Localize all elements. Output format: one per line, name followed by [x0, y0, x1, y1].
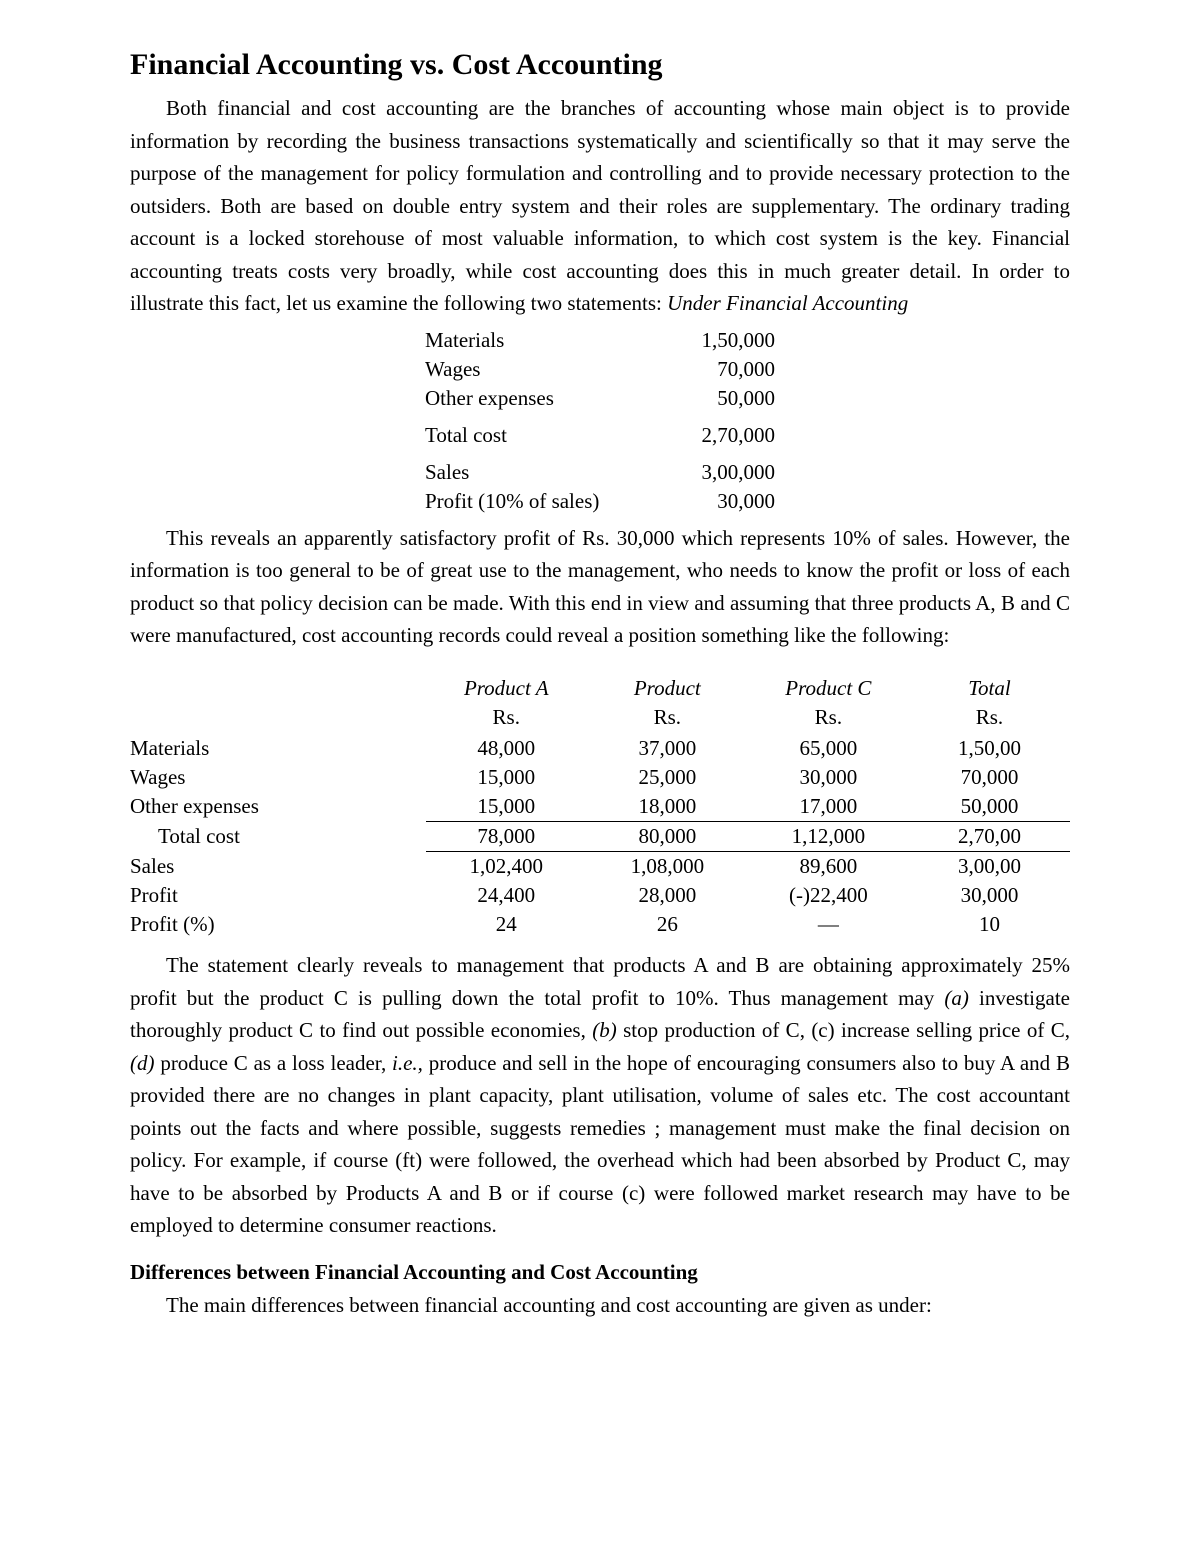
product-row-other: Other expenses 15,000 18,000 17,000 50,0… — [130, 792, 1070, 822]
product-cell: 50,000 — [909, 792, 1070, 822]
fin-row-wages: Wages 70,000 — [425, 355, 775, 384]
product-header: Product A — [426, 674, 587, 703]
product-cell: 10 — [909, 910, 1070, 939]
para3-text: produce and sell in the hope of encourag… — [130, 1051, 1070, 1238]
product-row-pct: Profit (%) 24 26 — 10 — [130, 910, 1070, 939]
fin-row-materials: Materials 1,50,000 — [425, 326, 775, 355]
product-cell: 1,08,000 — [587, 852, 748, 882]
product-header: Total — [909, 674, 1070, 703]
analysis-paragraph: The statement clearly reveals to managem… — [130, 949, 1070, 1242]
fin-row-sales: Sales 3,00,000 — [425, 450, 775, 487]
product-header: Product C — [748, 674, 909, 703]
intro-paragraph: Both financial and cost accounting are t… — [130, 92, 1070, 320]
intro-italic: Under Financial Accounting — [667, 291, 908, 315]
product-subheader-row: Rs. Rs. Rs. Rs. — [130, 703, 1070, 734]
product-cell: 2,70,00 — [909, 822, 1070, 852]
fin-label: Materials — [425, 326, 655, 355]
product-table: Product A Product Product C Total Rs. Rs… — [130, 674, 1070, 939]
product-cell: 24,400 — [426, 881, 587, 910]
fin-value: 2,70,000 — [655, 413, 775, 450]
product-cell: 26 — [587, 910, 748, 939]
middle-paragraph: This reveals an apparently satisfactory … — [130, 522, 1070, 652]
product-subheader: Rs. — [909, 703, 1070, 734]
fin-label: Total cost — [425, 413, 655, 450]
product-rowlabel: Other expenses — [130, 792, 426, 822]
product-row-materials: Materials 48,000 37,000 65,000 1,50,00 — [130, 734, 1070, 763]
para3-italic: i.e., — [392, 1051, 423, 1075]
product-rowlabel: Profit (%) — [130, 910, 426, 939]
product-rowlabel: Profit — [130, 881, 426, 910]
fin-label: Profit (10% of sales) — [425, 487, 655, 516]
fin-row-profit: Profit (10% of sales) 30,000 — [425, 487, 775, 516]
product-header: Product — [587, 674, 748, 703]
para3-text: produce C as a loss leader, — [155, 1051, 393, 1075]
fin-value: 3,00,000 — [655, 450, 775, 487]
para3-italic: (b) — [592, 1018, 617, 1042]
product-cell: 1,50,00 — [909, 734, 1070, 763]
fin-row-other: Other expenses 50,000 — [425, 384, 775, 413]
product-header-row: Product A Product Product C Total — [130, 674, 1070, 703]
para3-italic: (d) — [130, 1051, 155, 1075]
fin-value: 50,000 — [655, 384, 775, 413]
product-cell: 1,02,400 — [426, 852, 587, 882]
product-header-blank — [130, 674, 426, 703]
para3-italic: (a) — [944, 986, 969, 1010]
product-rowlabel: Sales — [130, 852, 426, 882]
closing-paragraph: The main differences between financial a… — [130, 1289, 1070, 1322]
fin-label: Other expenses — [425, 384, 655, 413]
product-cell: (-)22,400 — [748, 881, 909, 910]
product-subheader: Rs. — [426, 703, 587, 734]
product-cell: — — [748, 910, 909, 939]
product-cell: 18,000 — [587, 792, 748, 822]
product-cell: 78,000 — [426, 822, 587, 852]
product-cell: 1,12,000 — [748, 822, 909, 852]
document-page: Financial Accounting vs. Cost Accounting… — [0, 0, 1200, 1553]
product-row-sales: Sales 1,02,400 1,08,000 89,600 3,00,00 — [130, 852, 1070, 882]
product-cell: 80,000 — [587, 822, 748, 852]
product-cell: 28,000 — [587, 881, 748, 910]
product-subheader: Rs. — [587, 703, 748, 734]
product-cell: 70,000 — [909, 763, 1070, 792]
product-subheader: Rs. — [748, 703, 909, 734]
product-cell: 30,000 — [748, 763, 909, 792]
product-cell: 3,00,00 — [909, 852, 1070, 882]
product-cell: 37,000 — [587, 734, 748, 763]
subheading: Differences between Financial Accounting… — [130, 1260, 1070, 1285]
fin-value: 1,50,000 — [655, 326, 775, 355]
product-cell: 65,000 — [748, 734, 909, 763]
product-cell: 17,000 — [748, 792, 909, 822]
para3-text: stop production of C, (c) increase selli… — [617, 1018, 1070, 1042]
fin-label: Wages — [425, 355, 655, 384]
product-cell: 15,000 — [426, 792, 587, 822]
product-cell: 89,600 — [748, 852, 909, 882]
fin-value: 30,000 — [655, 487, 775, 516]
product-cell: 24 — [426, 910, 587, 939]
product-row-profit: Profit 24,400 28,000 (-)22,400 30,000 — [130, 881, 1070, 910]
product-cell: 30,000 — [909, 881, 1070, 910]
product-row-wages: Wages 15,000 25,000 30,000 70,000 — [130, 763, 1070, 792]
para3-text: The statement clearly reveals to managem… — [130, 953, 1070, 1010]
product-rowlabel: Wages — [130, 763, 426, 792]
fin-label: Sales — [425, 450, 655, 487]
fin-value: 70,000 — [655, 355, 775, 384]
intro-text: Both financial and cost accounting are t… — [130, 96, 1070, 315]
product-row-total: Total cost 78,000 80,000 1,12,000 2,70,0… — [130, 822, 1070, 852]
product-cell: 48,000 — [426, 734, 587, 763]
product-rowlabel: Materials — [130, 734, 426, 763]
product-rowlabel: Total cost — [130, 822, 426, 852]
financial-table: Materials 1,50,000 Wages 70,000 Other ex… — [425, 326, 775, 516]
fin-row-total: Total cost 2,70,000 — [425, 413, 775, 450]
page-title: Financial Accounting vs. Cost Accounting — [130, 48, 1070, 82]
product-cell: 15,000 — [426, 763, 587, 792]
product-cell: 25,000 — [587, 763, 748, 792]
